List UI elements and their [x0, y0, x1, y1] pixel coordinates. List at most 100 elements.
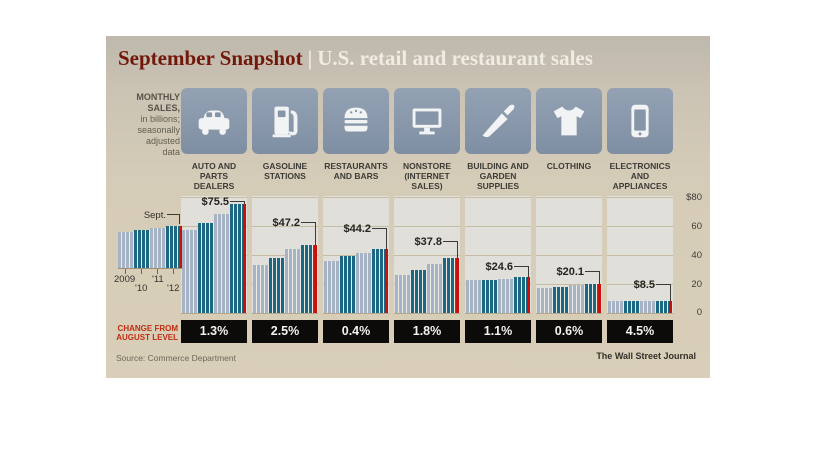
note-line: adjusted — [145, 136, 180, 146]
note-line: seasonally — [137, 125, 180, 135]
mini-bar-chart: $8.5 — [607, 196, 673, 314]
year-band — [427, 264, 443, 313]
year-band — [301, 245, 317, 313]
value-label: $37.8 — [414, 236, 442, 248]
y-axis: $80 60 40 20 0 — [678, 192, 706, 318]
monitor-icon — [412, 108, 442, 135]
legend-year-band — [150, 228, 166, 268]
title-separator: | — [307, 46, 313, 70]
note-line: data — [162, 147, 180, 157]
legend-tick — [141, 269, 142, 274]
legend-sept-label: Sept. — [143, 210, 166, 221]
legend-mini-chart: Sept. 2009 '11 '10 '12 — [114, 210, 182, 294]
y-axis-tick: 60 — [691, 221, 702, 232]
category-column: NONSTORE (INTERNET SALES) $37.8 1.8% — [394, 88, 460, 343]
monthly-bars — [466, 277, 530, 313]
phone-icon — [631, 104, 649, 138]
change-badge: 2.5% — [252, 320, 318, 343]
sept-highlight-bar — [243, 204, 246, 313]
category-column: ELECTRONICS AND APPLIANCES $8.5 4.5% — [607, 88, 673, 343]
value-label: $20.1 — [556, 266, 584, 278]
category-label: AUTO AND PARTS DEALERS — [191, 161, 237, 191]
year-band — [253, 265, 269, 313]
year-band — [285, 249, 301, 313]
value-callout-line — [656, 284, 671, 301]
sept-highlight-bar — [598, 284, 601, 313]
mini-bar-chart: $75.5 — [181, 196, 247, 314]
change-badge: 0.6% — [536, 320, 602, 343]
change-badge: 0.4% — [323, 320, 389, 343]
note-line: in billions; — [140, 114, 180, 124]
year-band — [411, 270, 427, 313]
legend-callout-line — [167, 214, 180, 224]
legend-year-band — [118, 232, 134, 268]
sept-highlight-bar — [456, 258, 459, 313]
units-note: MONTHLY SALES, in billions; seasonally a… — [112, 92, 180, 158]
value-callout-line — [585, 271, 600, 284]
mini-bar-chart: $24.6 — [465, 196, 531, 314]
change-badge: 4.5% — [607, 320, 673, 343]
category-label: GASOLINE STATIONS — [262, 161, 308, 181]
year-band — [466, 280, 482, 313]
legend-year-label: '12 — [167, 283, 180, 294]
year-band — [569, 285, 585, 313]
year-band — [395, 275, 411, 313]
y-axis-tick: 40 — [691, 250, 702, 261]
legend-year-band — [166, 226, 182, 268]
retail-sales-infographic: September Snapshot | U.S. retail and resta… — [106, 36, 710, 378]
sept-highlight-bar — [669, 301, 672, 313]
legend-tick — [173, 269, 174, 274]
category-column: CLOTHING $20.1 0.6% — [536, 88, 602, 343]
title-subtitle: U.S. retail and restaurant sales — [317, 46, 593, 70]
monthly-bars — [537, 284, 601, 313]
year-band — [269, 258, 285, 313]
legend-year-band — [134, 230, 150, 268]
monthly-bars — [395, 258, 459, 313]
year-band — [324, 261, 340, 313]
year-band — [624, 301, 640, 313]
value-callout-line — [372, 228, 387, 249]
value-callout-line — [514, 266, 529, 277]
y-axis-tick: 0 — [696, 307, 702, 318]
source-credit: Source: Commerce Department — [116, 353, 236, 363]
fuel-pump-icon — [272, 106, 298, 138]
value-label: $75.5 — [201, 196, 229, 208]
category-column: GASOLINE STATIONS $47.2 2.5% — [252, 88, 318, 343]
burger-icon — [344, 107, 368, 132]
change-badge: 1.3% — [181, 320, 247, 343]
sept-highlight-bar — [385, 249, 388, 313]
mini-bar-chart: $20.1 — [536, 196, 602, 314]
title-main: September Snapshot — [118, 46, 303, 70]
year-band — [214, 214, 230, 313]
legend-sept-highlight-bar — [180, 226, 182, 268]
trowel-icon — [482, 104, 515, 138]
year-band — [585, 284, 601, 313]
category-icon-tile — [394, 88, 460, 154]
category-icon-tile — [181, 88, 247, 154]
value-callout-line — [230, 201, 245, 204]
value-label: $24.6 — [485, 261, 513, 273]
category-column: RESTAURANTS AND BARS $44.2 0.4% — [323, 88, 389, 343]
year-band — [553, 287, 569, 313]
year-band — [356, 253, 372, 313]
year-band — [608, 301, 624, 313]
year-band — [640, 301, 656, 313]
change-badge: 1.1% — [465, 320, 531, 343]
category-columns: AUTO AND PARTS DEALERS $75.5 1.3% GASOLINE … — [181, 88, 673, 343]
change-badge: 1.8% — [394, 320, 460, 343]
legend-year-label: '10 — [135, 283, 148, 294]
category-label: RESTAURANTS AND BARS — [324, 161, 388, 181]
value-callout-line — [301, 222, 316, 245]
wsj-credit: The Wall Street Journal — [596, 351, 696, 361]
year-band — [498, 279, 514, 313]
category-label: BUILDING AND GARDEN SUPPLIES — [467, 161, 529, 191]
sept-highlight-bar — [314, 245, 317, 313]
year-band — [230, 204, 246, 313]
value-label: $47.2 — [272, 217, 300, 229]
category-icon-tile — [465, 88, 531, 154]
legend-year-label: 2009 — [114, 274, 136, 285]
tshirt-icon — [553, 106, 585, 136]
monthly-bars — [253, 245, 317, 313]
year-band — [372, 249, 388, 313]
category-icon-tile — [323, 88, 389, 154]
